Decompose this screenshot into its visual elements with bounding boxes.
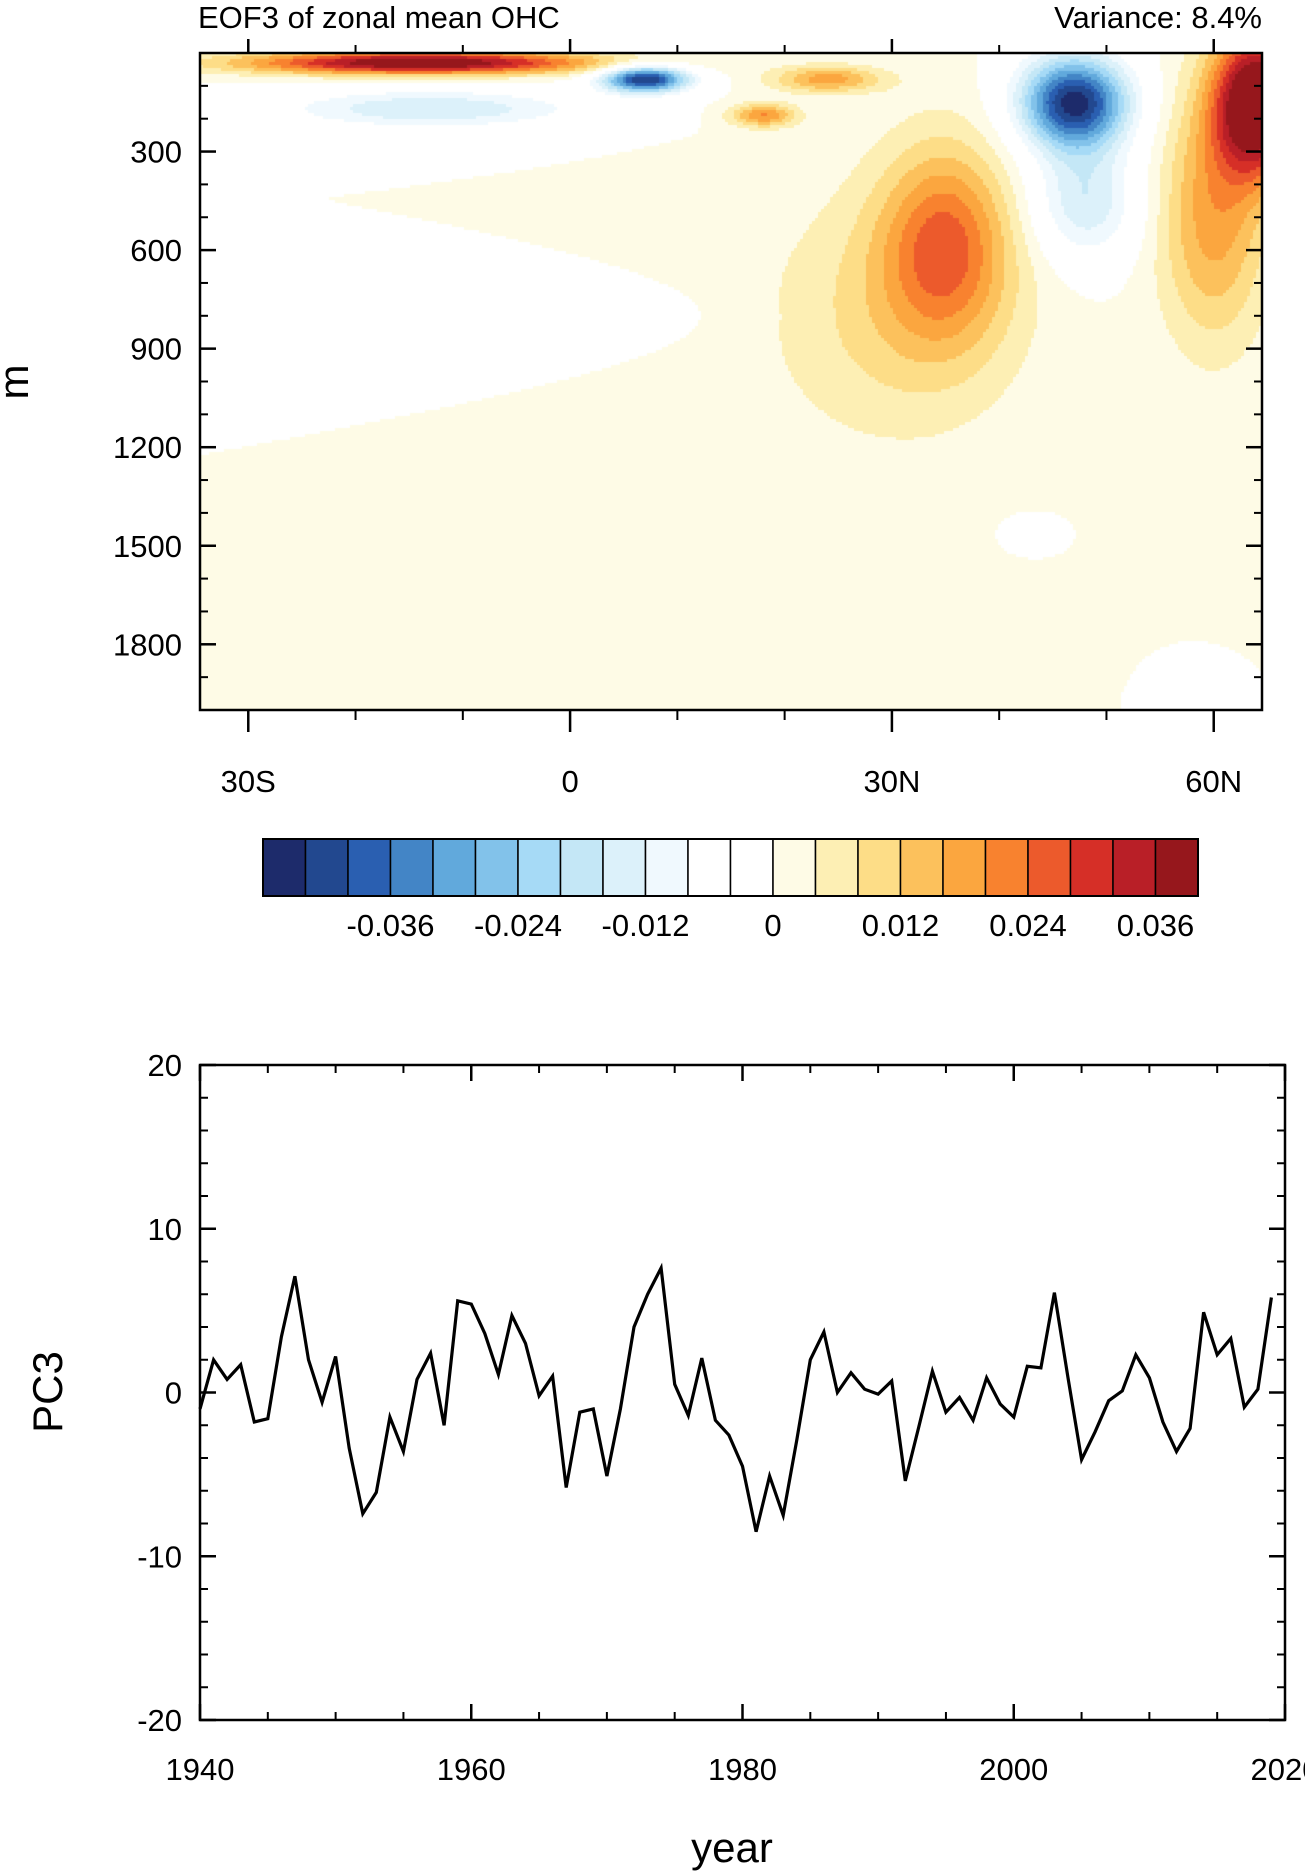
pc3-y-axis-label: PC3 <box>24 1351 71 1433</box>
eof3-field-container <box>200 53 1262 710</box>
eof3-y-tick-label: 900 <box>130 332 182 367</box>
colorbar-bin <box>772 838 817 897</box>
colorbar: -0.036 -0.024 -0.012 0 0.012 0.024 0.036 <box>262 838 1199 943</box>
pc3-series-line <box>198 1262 1273 1533</box>
colorbar-bin <box>389 838 434 897</box>
colorbar-label: 0.024 <box>989 908 1067 943</box>
colorbar-bin <box>432 838 477 897</box>
colorbar-bin <box>474 838 519 897</box>
colorbar-bin <box>1112 838 1157 897</box>
eof3-x-tick-label: 60N <box>1185 764 1242 799</box>
colorbar-bin <box>1069 838 1114 897</box>
colorbar-bin <box>304 838 349 897</box>
eof3-y-axis-label: m <box>0 365 37 400</box>
eof3-x-tick-label: 0 <box>561 764 578 799</box>
colorbar-bin <box>984 838 1029 897</box>
pc3-y-tick-label: 10 <box>148 1212 182 1247</box>
colorbar-label: -0.012 <box>602 908 690 943</box>
eof3-field <box>200 53 1262 710</box>
colorbar-frame <box>262 838 1199 897</box>
eof3-axes: 300 600 900 1200 1500 1800 30S 0 30N 60N <box>113 39 1262 799</box>
pc3-panel: 20 10 0 -10 -20 1940 1960 1980 2000 2020 PC3 year <box>24 1048 1305 1871</box>
colorbar-bin <box>899 838 944 897</box>
colorbar-bin <box>687 838 732 897</box>
eof3-x-tick-label: 30N <box>863 764 920 799</box>
colorbar-label: -0.024 <box>474 908 562 943</box>
pc3-x-tick-label: 1940 <box>166 1752 235 1787</box>
pc3-x-tick-label: 2020 <box>1251 1752 1305 1787</box>
pc3-x-tick-label: 1980 <box>708 1752 777 1787</box>
pc3-y-tick-label: -20 <box>137 1703 182 1738</box>
eof3-y-tick-label: 300 <box>130 135 182 170</box>
colorbar-bin <box>1027 838 1072 897</box>
colorbar-bin <box>644 838 689 897</box>
colorbar-bin <box>517 838 562 897</box>
pc3-x-tick-label: 2000 <box>979 1752 1048 1787</box>
eof3-y-tick-label: 1800 <box>113 627 182 662</box>
eof3-y-tick-label: 600 <box>130 233 182 268</box>
colorbar-bin <box>1154 838 1199 897</box>
colorbar-bin <box>347 838 392 897</box>
colorbar-label: -0.036 <box>347 908 435 943</box>
colorbar-bin <box>559 838 604 897</box>
colorbar-bin <box>857 838 902 897</box>
colorbar-bin <box>602 838 647 897</box>
colorbar-label: 0.036 <box>1117 908 1195 943</box>
pc3-y-tick-label: -10 <box>137 1539 182 1574</box>
eof3-title: EOF3 of zonal mean OHC <box>198 0 560 35</box>
colorbar-bin <box>729 838 774 897</box>
pc3-y-tick-label: 20 <box>148 1048 182 1083</box>
pc3-x-axis-label: year <box>691 1824 773 1871</box>
colorbar-label: 0.012 <box>862 908 940 943</box>
colorbar-label: 0 <box>764 908 781 943</box>
pc3-x-tick-label: 1960 <box>437 1752 506 1787</box>
pc3-y-tick-label: 0 <box>165 1376 182 1411</box>
eof3-y-tick-label: 1200 <box>113 430 182 465</box>
colorbar-bin <box>262 838 307 897</box>
colorbar-bin <box>942 838 987 897</box>
pc3-axes: 20 10 0 -10 -20 1940 1960 1980 2000 2020 <box>137 1048 1305 1787</box>
eof3-y-tick-label: 1500 <box>113 529 182 564</box>
variance-label: Variance: 8.4% <box>1054 0 1262 35</box>
eof3-panel: EOF3 of zonal mean OHC Variance: 8.4% 30… <box>0 0 1264 943</box>
colorbar-bin <box>814 838 859 897</box>
eof3-x-tick-label: 30S <box>221 764 276 799</box>
